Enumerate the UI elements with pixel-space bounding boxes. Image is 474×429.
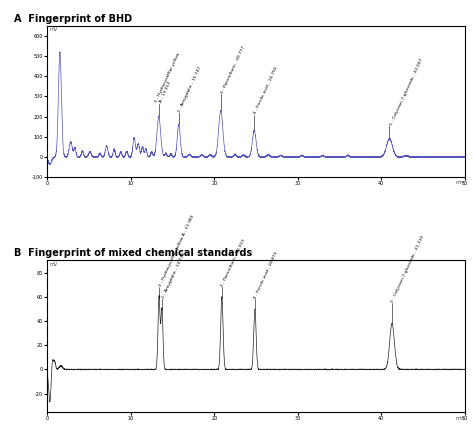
Text: 1 - Hydroxysafflor yellow
 A - 13.353: 1 - Hydroxysafflor yellow A - 13.353	[154, 51, 185, 105]
Text: B  Fingerprint of mixed chemical standards: B Fingerprint of mixed chemical standard…	[14, 248, 252, 258]
Text: 2 - Amygdalin - 15.747: 2 - Amygdalin - 15.747	[177, 66, 202, 112]
Text: 1 - Hydroxysafflor yellow A - 13.380: 1 - Hydroxysafflor yellow A - 13.380	[158, 214, 195, 287]
Text: 3 - Paeoniflorin - 20.913: 3 - Paeoniflorin - 20.913	[220, 238, 246, 287]
Text: mV: mV	[49, 262, 58, 267]
Text: 5 - Calycosn-7-glucoside - 41.007: 5 - Calycosn-7-glucoside - 41.007	[389, 57, 424, 126]
Text: min: min	[455, 417, 465, 421]
Text: mV: mV	[49, 27, 58, 32]
Text: 4 - Ferulic acid - 24.873: 4 - Ferulic acid - 24.873	[253, 251, 279, 299]
Text: 4 - Ferulic acid - 24.793: 4 - Ferulic acid - 24.793	[253, 66, 279, 115]
Text: 3 - Paeoniflorin - 20.777: 3 - Paeoniflorin - 20.777	[220, 45, 246, 94]
Text: 5 - Calycosn-7-glucoside - 41.310: 5 - Calycosn-7-glucoside - 41.310	[391, 235, 425, 303]
Text: 2 - Amygdalin - 13.730: 2 - Amygdalin - 13.730	[162, 252, 186, 299]
Text: min: min	[455, 180, 465, 185]
Text: A  Fingerprint of BHD: A Fingerprint of BHD	[14, 14, 132, 24]
